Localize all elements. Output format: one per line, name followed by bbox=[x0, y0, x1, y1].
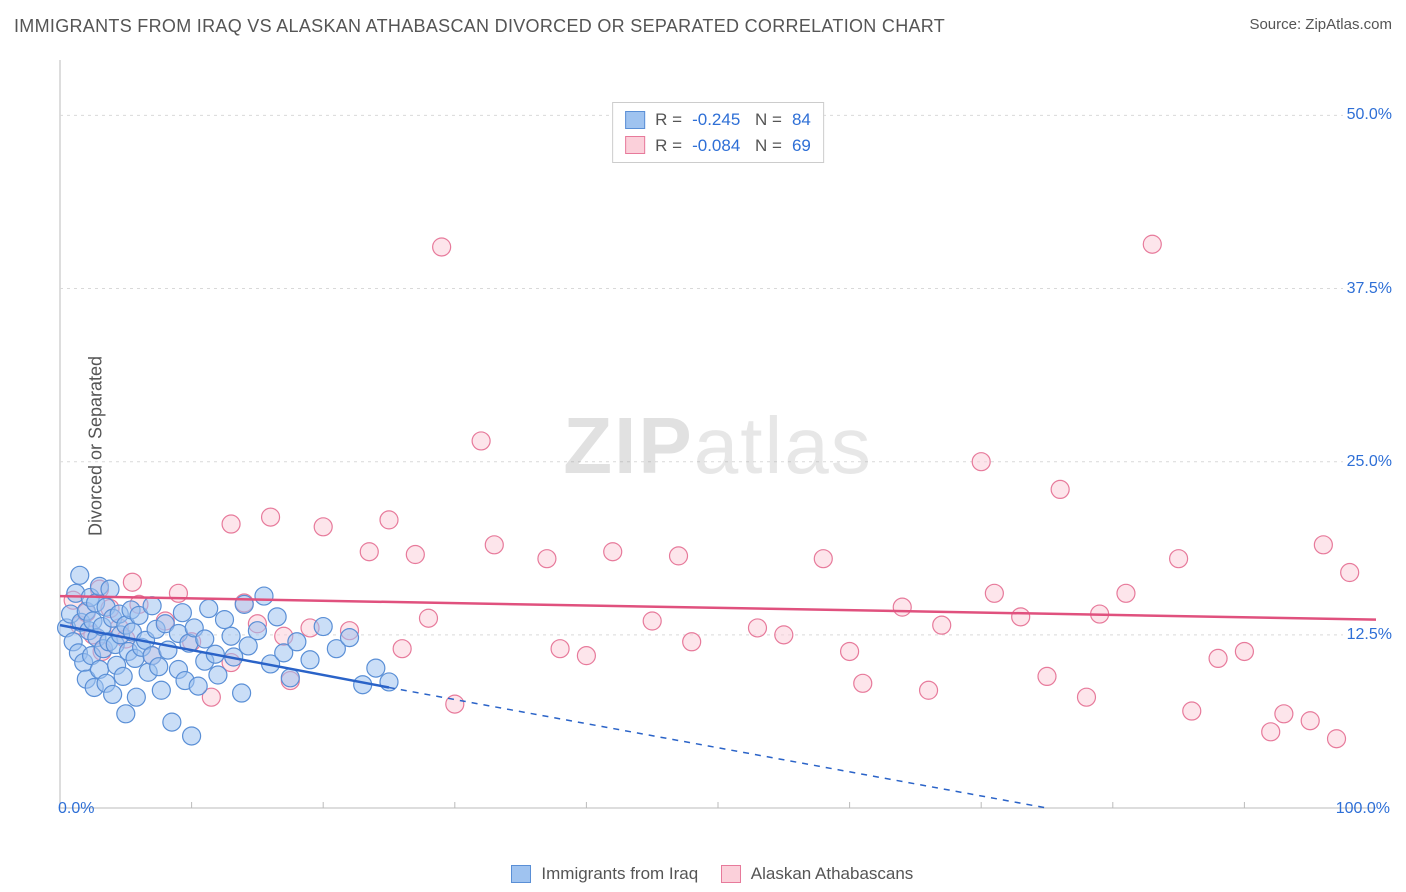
source-attribution: Source: ZipAtlas.com bbox=[1249, 16, 1392, 33]
y-tick-label: 37.5% bbox=[1343, 280, 1392, 298]
legend-swatch-blue bbox=[625, 111, 645, 129]
series-legend: Immigrants from Iraq Alaskan Athabascans bbox=[0, 864, 1406, 884]
y-tick-label: 25.0% bbox=[1343, 453, 1392, 471]
y-tick-label: 12.5% bbox=[1343, 626, 1392, 644]
series-swatch-blue bbox=[511, 865, 531, 883]
chart-title: IMMIGRANTS FROM IRAQ VS ALASKAN ATHABASC… bbox=[14, 16, 945, 37]
series-label-pink: Alaskan Athabascans bbox=[751, 864, 914, 883]
legend-swatch-pink bbox=[625, 136, 645, 154]
legend-row-blue: R = -0.245 N = 84 bbox=[625, 107, 811, 133]
legend-row-pink: R = -0.084 N = 69 bbox=[625, 133, 811, 159]
series-swatch-pink bbox=[721, 865, 741, 883]
series-label-blue: Immigrants from Iraq bbox=[541, 864, 698, 883]
correlation-legend: R = -0.245 N = 84 R = -0.084 N = 69 bbox=[612, 102, 824, 163]
x-tick-min: 0.0% bbox=[58, 800, 94, 818]
y-tick-label: 50.0% bbox=[1343, 106, 1392, 124]
scatter-chart-svg bbox=[48, 48, 1388, 844]
chart-area: ZIPatlas R = -0.245 N = 84 R = -0.084 N … bbox=[48, 48, 1388, 844]
x-tick-max: 100.0% bbox=[1336, 800, 1390, 818]
